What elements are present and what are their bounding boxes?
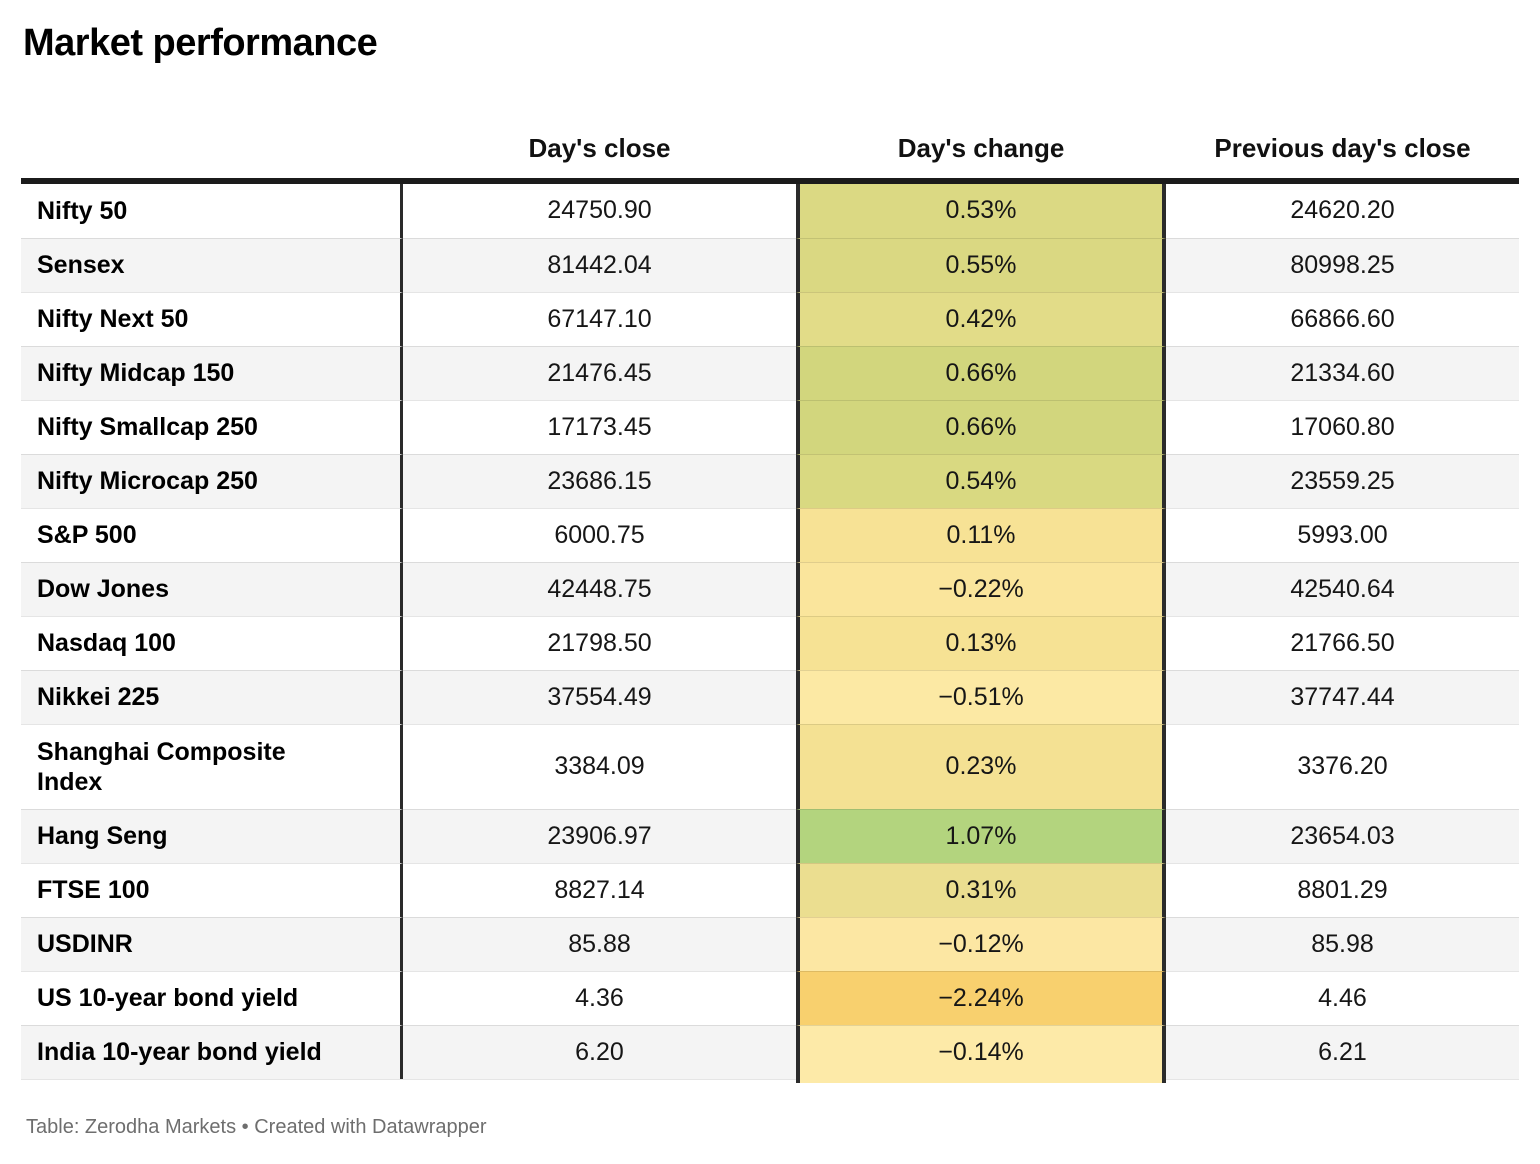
prev-close-value: 8801.29 [1166,862,1519,917]
days-change-value: 0.42% [796,291,1166,346]
days-close-value: 21476.45 [403,345,796,400]
table-row: Nifty Smallcap 250 17173.45 0.66% 17060.… [21,399,1519,454]
prev-close-value: 17060.80 [1166,399,1519,454]
days-change-value: −0.12% [796,916,1166,971]
table-bottom-strip [21,1078,1519,1083]
prev-close-value: 21766.50 [1166,615,1519,670]
row-label: Nifty 50 [21,183,403,238]
prev-close-value: 21334.60 [1166,345,1519,400]
table-body: Nifty 50 24750.90 0.53% 24620.20 Sensex … [21,183,1519,1079]
change-column-strip [796,1078,1166,1083]
days-change-value: 0.66% [796,345,1166,400]
days-close-value: 3384.09 [403,723,796,809]
table-row: Dow Jones 42448.75 −0.22% 42540.64 [21,561,1519,616]
prev-close-value: 37747.44 [1166,669,1519,724]
row-label: Nikkei 225 [21,669,403,724]
table-row: Nikkei 225 37554.49 −0.51% 37747.44 [21,669,1519,724]
header-spacer [21,164,403,178]
col-header-prev-close: Previous day's close [1214,132,1471,163]
row-label: Hang Seng [21,808,403,863]
table-row: Nifty Microcap 250 23686.15 0.54% 23559.… [21,453,1519,508]
table-row: Hang Seng 23906.97 1.07% 23654.03 [21,808,1519,863]
table-row: Nifty 50 24750.90 0.53% 24620.20 [21,183,1519,238]
days-change-value: 1.07% [796,808,1166,863]
prev-close-value: 23559.25 [1166,453,1519,508]
row-label: Nifty Smallcap 250 [21,399,403,454]
days-close-value: 24750.90 [547,196,652,225]
days-close-value: 37554.49 [403,669,796,724]
days-change-value: 0.31% [796,862,1166,917]
days-change-value: −0.22% [796,561,1166,616]
prev-close-value: 42540.64 [1166,561,1519,616]
table-row: India 10-year bond yield 6.20 −0.14% 6.2… [21,1024,1519,1079]
days-change-value: 0.55% [796,237,1166,292]
days-change-value: −2.24% [796,970,1166,1025]
days-close-value: 85.88 [403,916,796,971]
row-label: Shanghai Composite Index [21,723,403,809]
prev-close-value: 85.98 [1166,916,1519,971]
table-header: Day's close Day's change Previous day's … [21,66,1519,184]
prev-close-value: 24620.20 [1290,196,1395,225]
days-close-value: 42448.75 [403,561,796,616]
table-row: Nifty Next 50 67147.10 0.42% 66866.60 [21,291,1519,346]
bottom-rule [1166,1078,1519,1083]
days-close-value: 6000.75 [403,507,796,562]
attribution: Table: Zerodha Markets • Created with Da… [26,1115,487,1138]
days-close-value: 4.36 [403,970,796,1025]
days-change-value: 0.11% [796,507,1166,562]
table-row: Nasdaq 100 21798.50 0.13% 21766.50 [21,615,1519,670]
prev-close-value: 80998.25 [1166,237,1519,292]
prev-close-value: 6.21 [1166,1024,1519,1079]
row-label: US 10-year bond yield [21,970,403,1025]
days-close-value: 23686.15 [403,453,796,508]
days-change-value: 0.23% [796,723,1166,809]
row-label: Nasdaq 100 [21,615,403,670]
days-close-value: 21798.50 [403,615,796,670]
days-close-value: 6.20 [403,1024,796,1079]
days-change-value: 0.53% [796,183,1166,238]
col-header-days-close: Day's close [528,132,671,163]
row-label: Nifty Microcap 250 [21,453,403,508]
row-label: India 10-year bond yield [21,1024,403,1079]
table-row: US 10-year bond yield 4.36 −2.24% 4.46 [21,970,1519,1025]
row-label: Nifty Midcap 150 [21,345,403,400]
bottom-rule [21,1078,403,1083]
col-header-days-change: Day's change [897,132,1065,163]
days-close-value: 67147.10 [403,291,796,346]
days-change-value: 0.13% [796,615,1166,670]
prev-close-value: 4.46 [1166,970,1519,1025]
bottom-rule [403,1078,796,1083]
prev-close-value: 3376.20 [1166,723,1519,809]
prev-close-value: 23654.03 [1166,808,1519,863]
table-row: Sensex 81442.04 0.55% 80998.25 [21,237,1519,292]
table-row: Nifty Midcap 150 21476.45 0.66% 21334.60 [21,345,1519,400]
prev-close-value: 5993.00 [1166,507,1519,562]
days-change-value: −0.14% [796,1024,1166,1079]
table-row: S&P 500 6000.75 0.11% 5993.00 [21,507,1519,562]
table-row: Shanghai Composite Index 3384.09 0.23% 3… [21,723,1519,809]
table-row: USDINR 85.88 −0.12% 85.98 [21,916,1519,971]
row-label: Sensex [21,237,403,292]
page-title: Market performance [23,22,378,64]
days-close-value: 17173.45 [403,399,796,454]
row-label: FTSE 100 [21,862,403,917]
prev-close-value: 66866.60 [1166,291,1519,346]
row-label: Dow Jones [21,561,403,616]
days-close-value: 8827.14 [403,862,796,917]
days-change-value: 0.66% [796,399,1166,454]
days-change-value: 0.54% [796,453,1166,508]
days-close-value: 23906.97 [403,808,796,863]
row-label: S&P 500 [21,507,403,562]
table-row: FTSE 100 8827.14 0.31% 8801.29 [21,862,1519,917]
days-change-value: −0.51% [796,669,1166,724]
row-label: USDINR [21,916,403,971]
days-close-value: 81442.04 [403,237,796,292]
market-performance-table: Market performance Day's close Day's cha… [21,22,1519,1138]
row-label: Nifty Next 50 [21,291,403,346]
